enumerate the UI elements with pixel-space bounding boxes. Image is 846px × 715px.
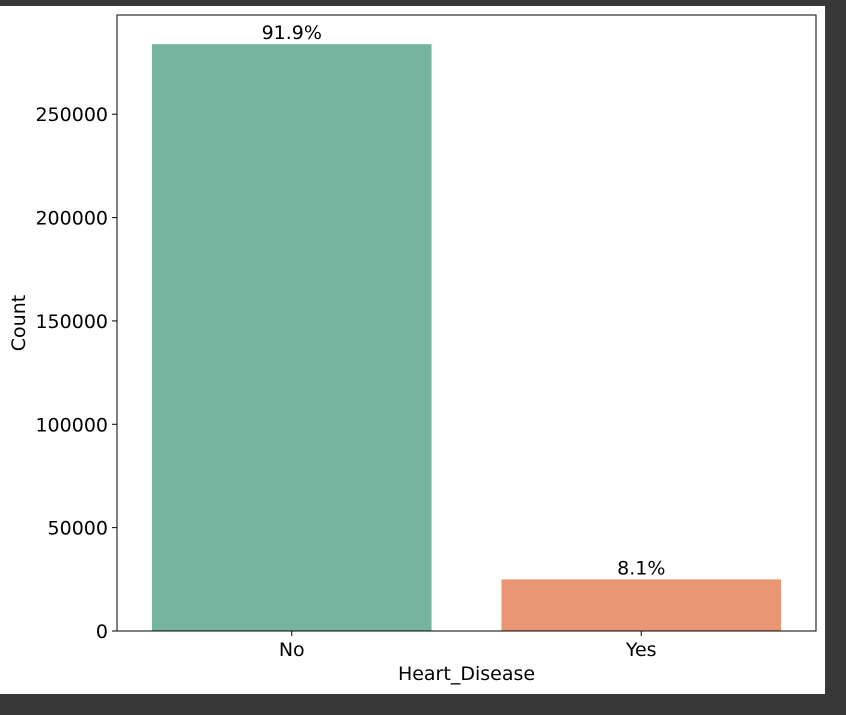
data-labels-group: 91.9% 8.1% bbox=[262, 22, 666, 579]
x-tick-label-yes: Yes bbox=[625, 639, 657, 661]
window-top-strip bbox=[0, 0, 846, 6]
y-axis-ticks: 0 50000 100000 150000 200000 250000 bbox=[35, 104, 117, 643]
y-tick-label: 150000 bbox=[35, 311, 108, 333]
data-label-no: 91.9% bbox=[262, 22, 322, 44]
data-label-yes: 8.1% bbox=[617, 557, 665, 579]
y-tick-label: 100000 bbox=[35, 414, 108, 436]
axes-frame bbox=[116, 14, 817, 632]
bars-group bbox=[151, 44, 782, 631]
bar-yes bbox=[501, 579, 782, 631]
y-tick-label: 200000 bbox=[35, 208, 108, 230]
y-tick-label: 250000 bbox=[35, 104, 108, 126]
x-axis-label: Heart_Disease bbox=[398, 663, 535, 685]
x-axis-ticks: No Yes bbox=[279, 631, 657, 661]
chart-figure: 91.9% 8.1% 0 50000 100000 150000 200000 250000… bbox=[0, 6, 825, 694]
y-tick-label: 50000 bbox=[48, 518, 108, 540]
bar-no bbox=[151, 44, 432, 631]
chart-svg: 91.9% 8.1% 0 50000 100000 150000 200000 250000… bbox=[8, 14, 817, 685]
x-tick-label-no: No bbox=[279, 639, 305, 661]
y-axis-label: Count bbox=[8, 295, 30, 351]
y-tick-label: 0 bbox=[96, 621, 108, 643]
